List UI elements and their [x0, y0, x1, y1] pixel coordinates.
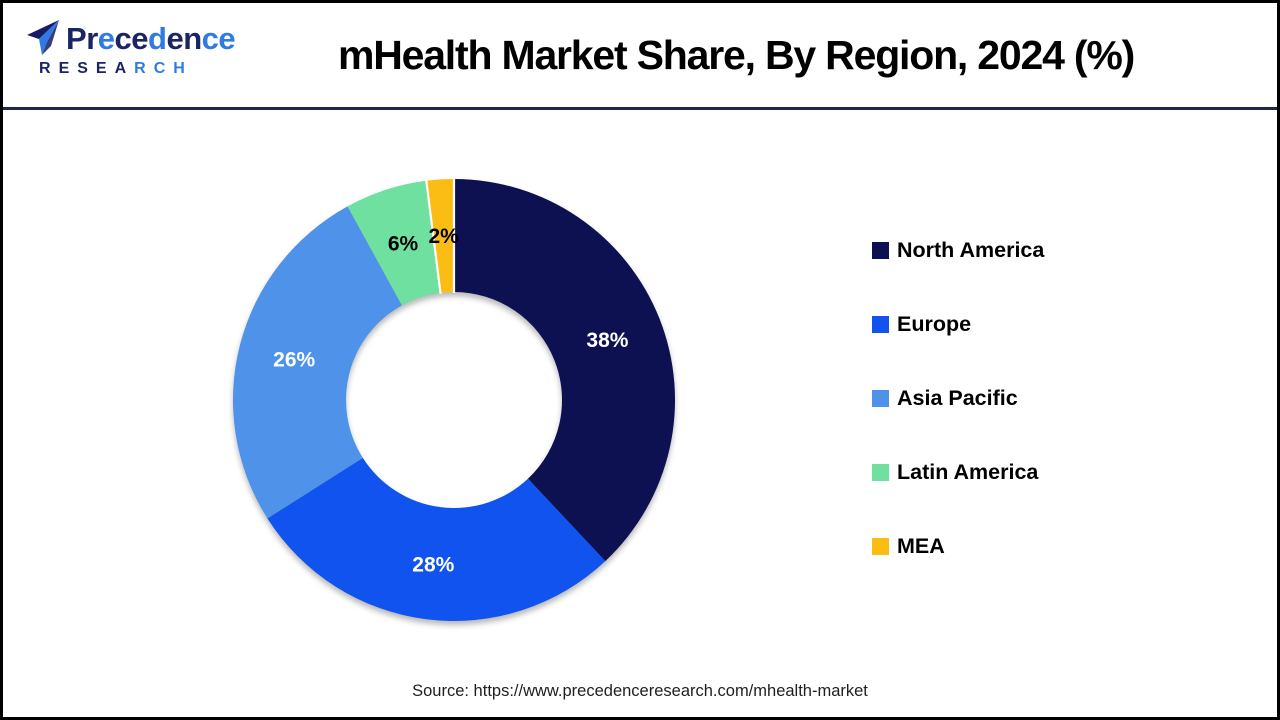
slice-europe [267, 457, 606, 622]
legend-label-latin-america: Latin America [897, 460, 1039, 484]
legend-item-asia-pacific: Asia Pacific [872, 386, 1044, 410]
legend-item-mea: MEA [872, 534, 1044, 558]
slice-asia-pacific [233, 206, 402, 519]
slice-label-latin-america: 6% [388, 233, 419, 256]
slice-separator-line [425, 179, 442, 294]
slice-separators [425, 178, 456, 294]
logo-letter: d [148, 20, 167, 56]
logo-letter: E [95, 60, 115, 77]
plane-dark2 [42, 20, 59, 55]
plane-dark [27, 20, 59, 39]
legend-label-europe: Europe [897, 312, 972, 336]
logo-letter: R [134, 60, 154, 77]
logo-letter: E [58, 60, 78, 77]
legend-item-europe: Europe [872, 312, 1044, 336]
slice-label-north-america: 38% [586, 329, 628, 352]
logo-letter: n [183, 20, 202, 56]
logo-plane-icon [25, 18, 65, 58]
logo-letter: c [114, 20, 132, 56]
logo-letter: r [86, 20, 98, 56]
donut-slices [233, 179, 675, 622]
logo-letter: H [173, 60, 193, 77]
plane-light [39, 20, 59, 55]
brand-name: Precedence [66, 20, 236, 56]
chart-legend: North America Europe Asia Pacific Latin Ame… [872, 238, 1045, 610]
slice-label-mea: 2% [428, 225, 459, 248]
logo-letter: e [97, 20, 115, 56]
legend-swatch-north-america [872, 242, 889, 259]
logo-letter: e [131, 20, 149, 56]
brand-subtitle: RESEARCH [39, 61, 235, 77]
slice-label-asia-pacific: 26% [273, 349, 315, 372]
legend-label-asia-pacific: Asia Pacific [897, 386, 1018, 410]
logo-letter: e [166, 20, 184, 56]
logo-letter: c [201, 20, 219, 56]
slice-mea [426, 179, 454, 293]
legend-swatch-europe [872, 316, 889, 333]
logo-letter: P [66, 20, 87, 56]
header: Precedence RESEARCH mHealth Market Share… [3, 3, 1277, 110]
slice-latin-america [347, 180, 441, 306]
legend-item-latin-america: Latin America [872, 460, 1044, 484]
legend-label-mea: MEA [897, 534, 945, 558]
legend-swatch-asia-pacific [872, 390, 889, 407]
legend-swatch-latin-america [872, 464, 889, 481]
source-text: Source: https://www.precedenceresearch.c… [412, 682, 868, 700]
slice-label-europe: 28% [412, 553, 454, 576]
donut-chart: 38% 28% 26% 6% 2% [233, 178, 675, 622]
brand-logo-row: Precedence [25, 18, 236, 58]
legend-swatch-mea [872, 538, 889, 555]
logo-letter: R [39, 60, 59, 77]
legend-item-north-america: North America [872, 238, 1045, 262]
logo-letter: e [218, 20, 236, 56]
logo-letter: S [77, 60, 96, 77]
slice-north-america [454, 179, 675, 562]
legend-label-north-america: North America [897, 238, 1045, 262]
page-title: mHealth Market Share, By Region, 2024 (%… [337, 31, 1135, 78]
brand-logo: Precedence RESEARCH [25, 18, 236, 77]
logo-letter: A [114, 60, 135, 77]
logo-letter: C [153, 60, 174, 77]
